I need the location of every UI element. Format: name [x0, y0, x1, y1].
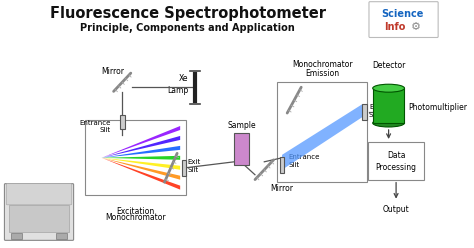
Bar [11, 233, 22, 239]
Polygon shape [101, 146, 180, 158]
Bar [85, 120, 186, 195]
Polygon shape [282, 104, 363, 170]
FancyBboxPatch shape [369, 2, 438, 37]
Polygon shape [101, 156, 180, 160]
Text: Sample: Sample [228, 121, 256, 130]
Text: Exit: Exit [188, 159, 201, 165]
Text: Monochromator: Monochromator [292, 60, 353, 69]
Bar [362, 104, 367, 120]
Text: Detector: Detector [372, 61, 405, 70]
Text: Info: Info [384, 22, 406, 31]
Text: Excitation: Excitation [116, 207, 155, 216]
Ellipse shape [373, 119, 404, 127]
Polygon shape [101, 126, 180, 158]
Text: Emission: Emission [305, 69, 339, 78]
Bar [280, 157, 284, 173]
Polygon shape [101, 158, 180, 180]
Text: Data: Data [387, 151, 405, 160]
Text: Principle, Components and Application: Principle, Components and Application [80, 23, 295, 32]
Bar [373, 88, 404, 123]
Text: Monochromator: Monochromator [105, 214, 165, 222]
Ellipse shape [373, 84, 404, 92]
Text: Photomultiplier: Photomultiplier [408, 103, 467, 112]
Polygon shape [101, 158, 180, 170]
Text: Lamp: Lamp [167, 86, 189, 95]
Bar [234, 133, 249, 165]
Bar [56, 233, 67, 239]
Text: Mirror: Mirror [270, 184, 293, 193]
Polygon shape [101, 136, 180, 158]
Bar [182, 160, 186, 176]
Text: Entrance: Entrance [289, 154, 320, 160]
Text: Entrance: Entrance [80, 120, 111, 126]
Text: Slit: Slit [188, 167, 199, 173]
Text: Processing: Processing [375, 163, 417, 172]
Bar [368, 142, 424, 180]
Text: Slit: Slit [100, 127, 111, 133]
Text: Science: Science [382, 9, 424, 19]
Text: Slit: Slit [369, 112, 380, 118]
Polygon shape [101, 158, 180, 190]
Bar [120, 115, 125, 129]
Text: Mirror: Mirror [101, 67, 124, 76]
Bar [9, 205, 69, 232]
Text: Fluorescence Spectrophotometer: Fluorescence Spectrophotometer [50, 6, 326, 21]
Text: Output: Output [383, 205, 410, 214]
Text: Exit: Exit [369, 104, 382, 110]
Text: Xe: Xe [179, 74, 189, 83]
Text: Slit: Slit [289, 162, 300, 168]
FancyBboxPatch shape [4, 184, 73, 240]
Text: ⚙: ⚙ [410, 22, 421, 31]
Bar [277, 82, 367, 182]
FancyBboxPatch shape [6, 184, 72, 205]
